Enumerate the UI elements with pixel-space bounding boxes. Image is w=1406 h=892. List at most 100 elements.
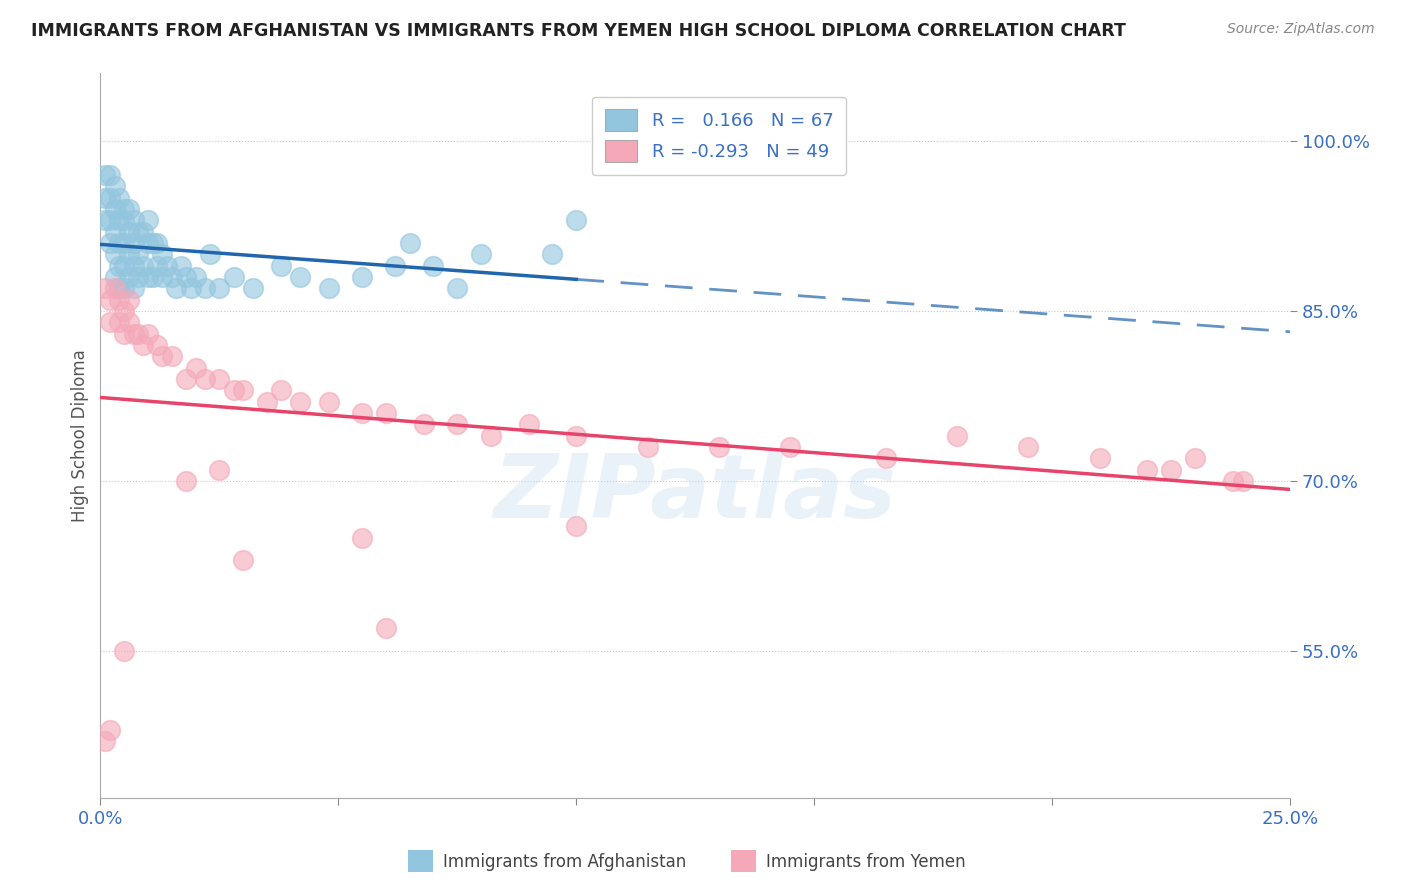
Point <box>122 281 145 295</box>
Point <box>98 315 121 329</box>
Point <box>94 168 117 182</box>
Point <box>565 213 588 227</box>
Point <box>122 235 145 250</box>
Point <box>98 213 121 227</box>
Point <box>290 394 312 409</box>
Text: Immigrants from Afghanistan: Immigrants from Afghanistan <box>443 853 686 871</box>
Point <box>374 406 396 420</box>
Point <box>104 247 127 261</box>
Point <box>208 372 231 386</box>
Point <box>875 451 897 466</box>
Point <box>118 293 141 307</box>
Point <box>352 269 374 284</box>
Point <box>374 621 396 635</box>
Point <box>127 247 149 261</box>
Point <box>104 202 127 216</box>
Point <box>222 269 245 284</box>
Point <box>384 259 406 273</box>
Point <box>118 225 141 239</box>
Point <box>112 281 135 295</box>
Point <box>1017 440 1039 454</box>
Point <box>142 269 165 284</box>
Point <box>136 235 159 250</box>
Point <box>108 315 131 329</box>
Point <box>1222 474 1244 488</box>
Text: Source: ZipAtlas.com: Source: ZipAtlas.com <box>1227 22 1375 37</box>
Text: Immigrants from Yemen: Immigrants from Yemen <box>766 853 966 871</box>
Point <box>707 440 730 454</box>
Point <box>94 734 117 748</box>
Point <box>122 213 145 227</box>
Point <box>208 281 231 295</box>
Point <box>160 349 183 363</box>
Point <box>779 440 801 454</box>
Point <box>146 235 169 250</box>
Point <box>127 326 149 341</box>
Point <box>479 428 502 442</box>
Point <box>1088 451 1111 466</box>
Point <box>136 269 159 284</box>
Point <box>174 269 197 284</box>
Point <box>156 259 179 273</box>
Point <box>160 269 183 284</box>
Text: IMMIGRANTS FROM AFGHANISTAN VS IMMIGRANTS FROM YEMEN HIGH SCHOOL DIPLOMA CORRELA: IMMIGRANTS FROM AFGHANISTAN VS IMMIGRANT… <box>31 22 1126 40</box>
Point <box>232 553 254 567</box>
Point <box>150 247 173 261</box>
Point <box>1160 462 1182 476</box>
Point <box>98 191 121 205</box>
Point <box>166 281 188 295</box>
Point <box>104 179 127 194</box>
Point <box>132 259 155 273</box>
Point <box>170 259 193 273</box>
Point <box>208 462 231 476</box>
Point <box>112 304 135 318</box>
Point <box>198 247 221 261</box>
Point <box>517 417 540 432</box>
Point <box>174 372 197 386</box>
Point <box>122 259 145 273</box>
Point <box>1136 462 1159 476</box>
Point <box>446 417 468 432</box>
Point <box>112 326 135 341</box>
Point <box>398 235 420 250</box>
Point <box>1184 451 1206 466</box>
Point <box>446 281 468 295</box>
Point <box>118 247 141 261</box>
Point <box>112 644 135 658</box>
Point <box>112 259 135 273</box>
Point <box>232 383 254 397</box>
Point <box>146 259 169 273</box>
Point <box>174 474 197 488</box>
Point <box>104 281 127 295</box>
Point <box>94 213 117 227</box>
Point <box>94 281 117 295</box>
Point <box>118 202 141 216</box>
Point <box>98 235 121 250</box>
Point <box>318 394 340 409</box>
Point <box>108 191 131 205</box>
Point <box>132 338 155 352</box>
Point <box>108 281 131 295</box>
Point <box>118 269 141 284</box>
Point <box>142 235 165 250</box>
Point <box>136 326 159 341</box>
Point <box>290 269 312 284</box>
Point <box>184 269 207 284</box>
Point <box>565 519 588 533</box>
Point <box>98 168 121 182</box>
Point <box>112 235 135 250</box>
Y-axis label: High School Diploma: High School Diploma <box>72 349 89 522</box>
Point <box>413 417 436 432</box>
Point <box>104 225 127 239</box>
Point <box>352 531 374 545</box>
Point <box>352 406 374 420</box>
Point <box>108 235 131 250</box>
Point <box>242 281 264 295</box>
Point <box>256 394 278 409</box>
Point <box>150 269 173 284</box>
Point <box>194 372 217 386</box>
Point <box>565 428 588 442</box>
Point <box>184 360 207 375</box>
Point <box>98 723 121 738</box>
Point <box>194 281 217 295</box>
